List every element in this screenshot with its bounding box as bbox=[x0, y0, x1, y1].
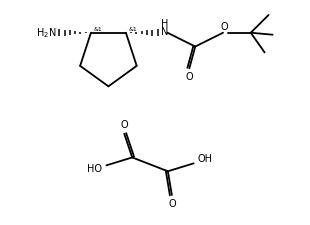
Text: HO: HO bbox=[87, 164, 103, 174]
Text: O: O bbox=[220, 22, 228, 32]
Text: &1: &1 bbox=[94, 27, 103, 32]
Text: N: N bbox=[161, 27, 168, 37]
Text: O: O bbox=[185, 72, 193, 82]
Text: O: O bbox=[168, 199, 176, 209]
Text: &1: &1 bbox=[129, 27, 138, 32]
Text: OH: OH bbox=[197, 154, 213, 164]
Text: O: O bbox=[121, 120, 128, 130]
Text: H$_2$N: H$_2$N bbox=[36, 26, 56, 40]
Text: H: H bbox=[161, 19, 168, 29]
